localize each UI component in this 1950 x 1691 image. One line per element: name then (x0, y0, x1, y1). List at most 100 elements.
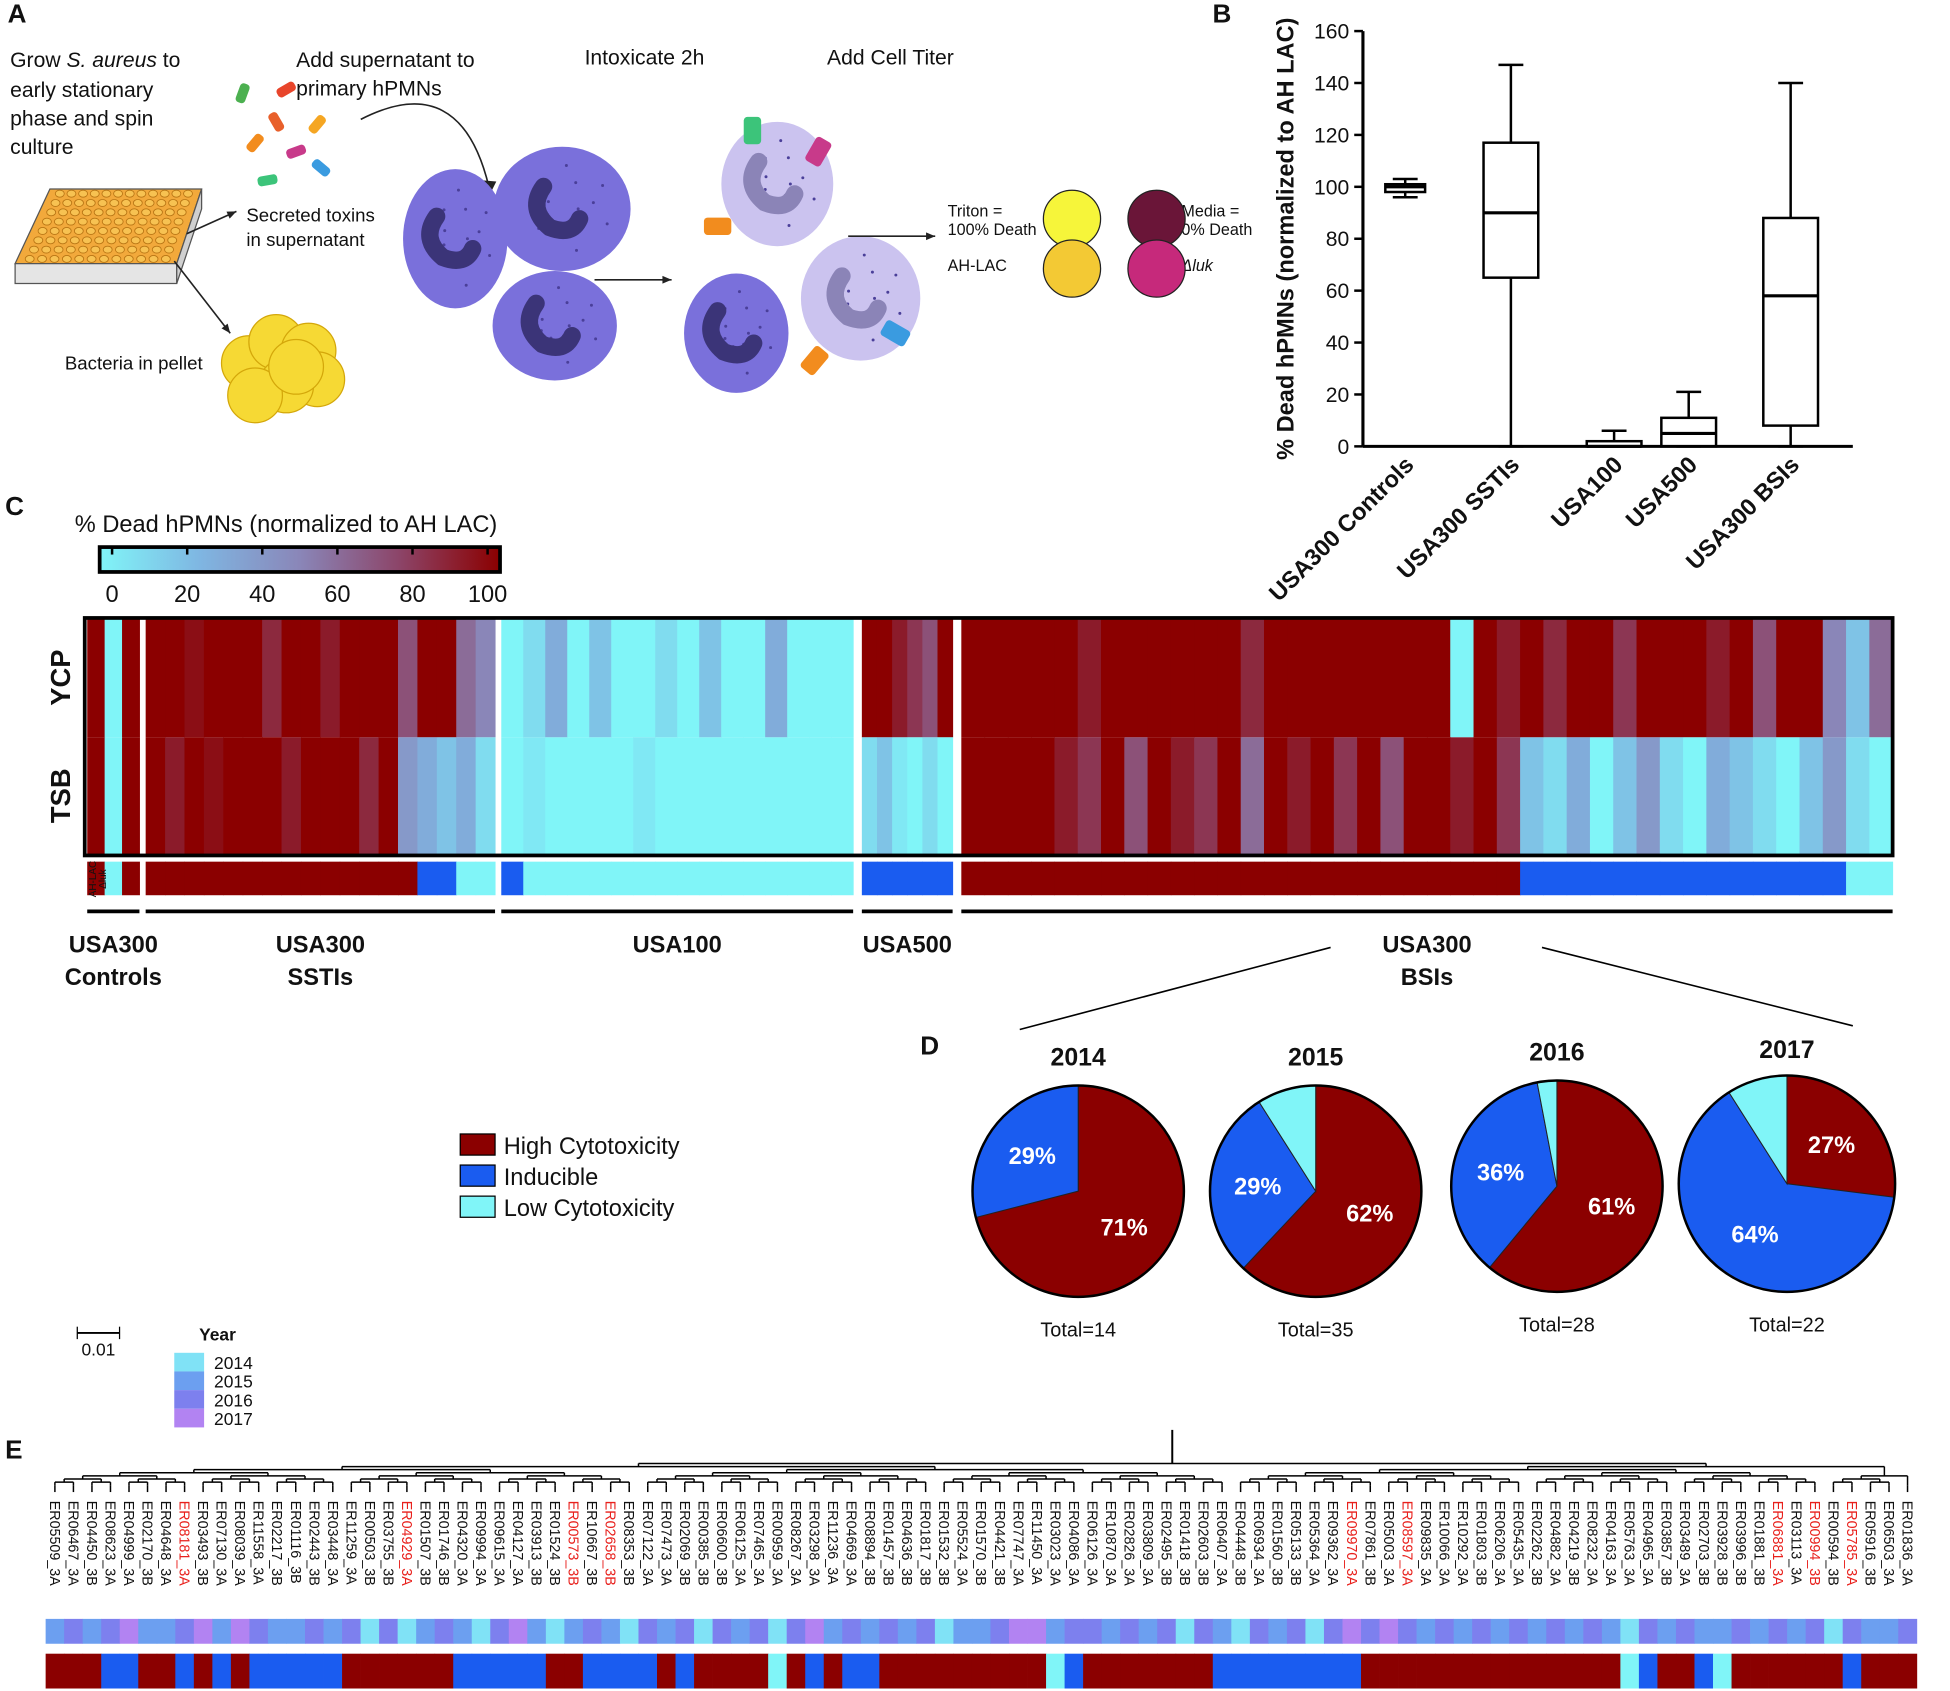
label: ER06934_3A (1250, 1501, 1266, 1586)
well-result (1127, 189, 1186, 249)
pie-border (1449, 1079, 1664, 1294)
year-cell (1435, 1618, 1455, 1644)
class-cell (87, 861, 106, 896)
heat-cell (1101, 617, 1125, 738)
label: ER04999_3A (120, 1501, 136, 1586)
label: ER09994_3A (472, 1501, 488, 1586)
label: Total=28 (1519, 1315, 1595, 1337)
class-cell (379, 1653, 399, 1689)
heat-cell (339, 617, 360, 738)
class-cell (1268, 1653, 1288, 1689)
class-cell (823, 1653, 843, 1689)
year-cell (934, 1618, 954, 1644)
year-cell (1472, 1618, 1492, 1644)
heat-cell (417, 617, 438, 738)
well (77, 217, 88, 226)
well (136, 255, 147, 263)
label: Total=14 (1040, 1320, 1116, 1342)
year-cell (1509, 1618, 1529, 1644)
label: ER01881_3B (1750, 1501, 1766, 1586)
well (168, 199, 179, 207)
box (1482, 141, 1540, 279)
well (134, 227, 145, 235)
class-cell (1566, 861, 1591, 896)
label: USA300 (1382, 932, 1471, 958)
well (86, 255, 97, 263)
heat-cell (1869, 617, 1894, 738)
well (125, 217, 136, 226)
heat-cell (1496, 737, 1521, 857)
heat-cell (1613, 617, 1638, 738)
well (171, 189, 182, 198)
class-cell (1694, 1653, 1714, 1689)
label: ER11450_3A (1028, 1501, 1044, 1585)
year-cell (1805, 1618, 1825, 1644)
heat-cell (876, 617, 893, 738)
class-cell (119, 1653, 139, 1689)
granule (465, 237, 469, 241)
heat-cell (320, 737, 341, 857)
heat-cell (359, 617, 380, 738)
granule (870, 270, 874, 274)
heat-cell (611, 617, 634, 738)
heat-cell (545, 617, 568, 738)
year-cell (1694, 1618, 1714, 1644)
well-result (1127, 239, 1186, 298)
label: ER08597_3A (1398, 1501, 1414, 1586)
label: 2017 (214, 1409, 253, 1429)
label: Year (199, 1324, 236, 1344)
heat-cell (184, 737, 205, 857)
label: Controls (65, 965, 162, 991)
heat-cell (1822, 617, 1847, 738)
label: ER04929_3A (398, 1501, 414, 1586)
label: High Cytotoxicity (504, 1134, 680, 1160)
label: B (1212, 0, 1231, 28)
year-cell (267, 1618, 287, 1644)
label: ER07122_3A (639, 1501, 655, 1586)
class-cell (638, 1653, 658, 1689)
year-cell (1490, 1618, 1510, 1644)
heat-cell (787, 737, 810, 857)
heat-cell (1822, 737, 1847, 857)
heat-cell (1007, 737, 1032, 857)
heat-cell (281, 617, 302, 738)
nucleus (702, 302, 763, 364)
x-tick-label: USA500 (1621, 452, 1702, 533)
year-cell (823, 1618, 843, 1644)
class-cell (897, 1653, 917, 1689)
well (139, 245, 150, 254)
heat-cell (1799, 737, 1824, 857)
year-cell (897, 1618, 917, 1644)
class-cell (156, 1653, 176, 1689)
heat-cell (861, 617, 878, 738)
year-cell (564, 1618, 584, 1644)
granule (565, 301, 569, 305)
toxin (246, 133, 264, 153)
well (167, 236, 178, 245)
class-cell (907, 861, 923, 896)
heat-cell (1659, 737, 1684, 857)
well (65, 217, 76, 226)
year-cell (193, 1618, 213, 1644)
label: ER08894_3B (861, 1501, 877, 1586)
label: ER01524_3B (546, 1501, 562, 1586)
class-cell (712, 1653, 732, 1689)
label: YCP (45, 650, 76, 706)
well (24, 255, 35, 263)
label: ER09835_3A (1417, 1501, 1433, 1586)
well (127, 245, 138, 254)
class-cell (879, 1653, 899, 1689)
heat-cell (398, 617, 418, 738)
year-swatch (174, 1371, 205, 1391)
label: ER04669_3A (843, 1501, 859, 1586)
step-text-part: Grow (10, 49, 66, 72)
label: ER03493_3B (194, 1501, 210, 1586)
year-cell (1638, 1618, 1658, 1644)
label: 140 (1314, 72, 1349, 95)
label: ER11558_3A (250, 1501, 266, 1585)
well (101, 189, 112, 198)
class-cell (749, 1653, 769, 1689)
year-cell (990, 1618, 1010, 1644)
class-cell (1520, 861, 1544, 896)
year-cell (842, 1618, 862, 1644)
